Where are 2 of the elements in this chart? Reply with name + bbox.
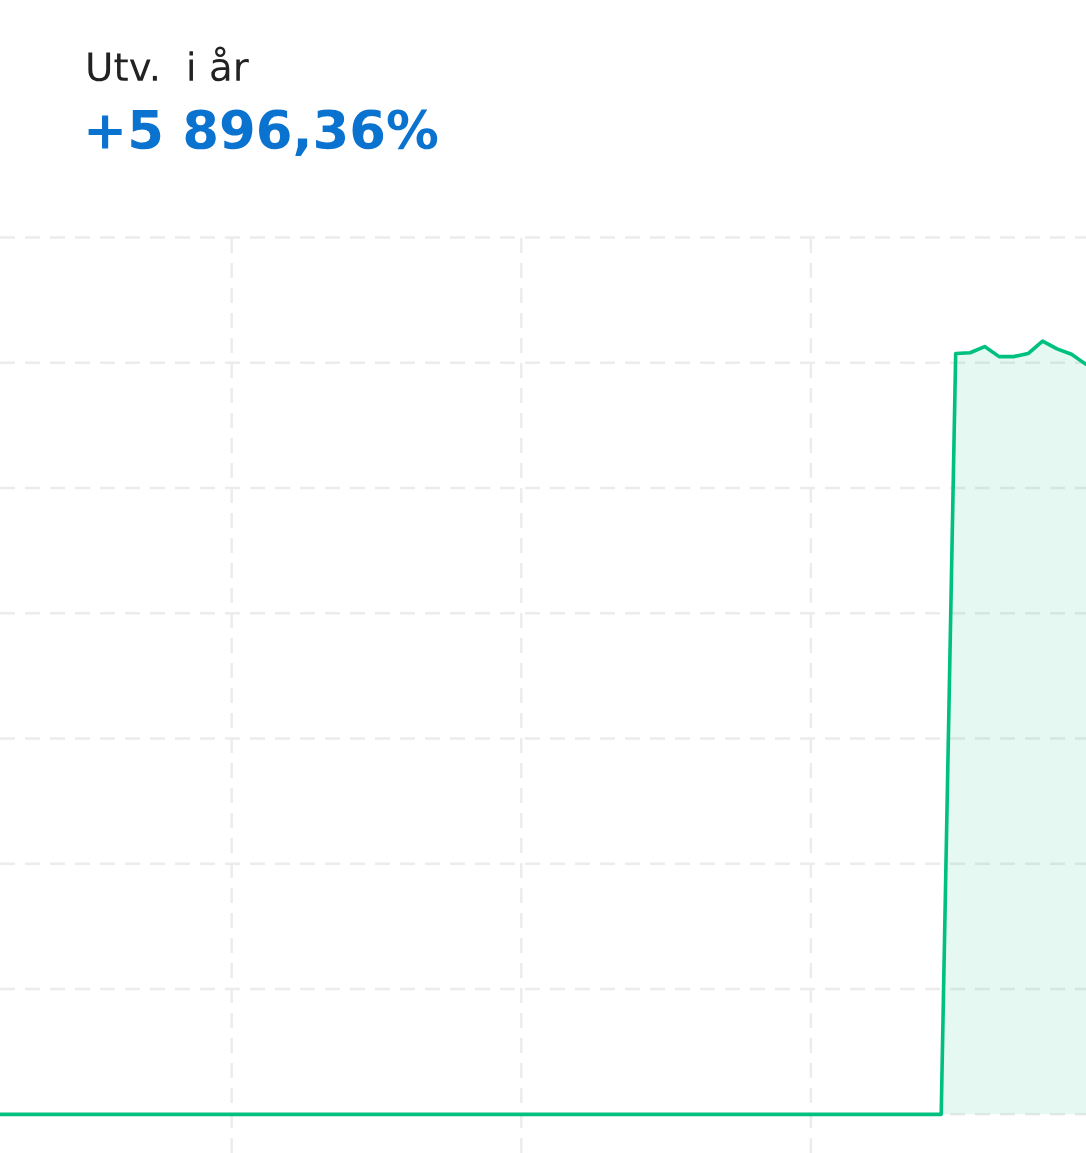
chart-title: Utv. i år xyxy=(88,46,249,82)
chart-subtitle: +5 896,36% xyxy=(88,109,438,157)
